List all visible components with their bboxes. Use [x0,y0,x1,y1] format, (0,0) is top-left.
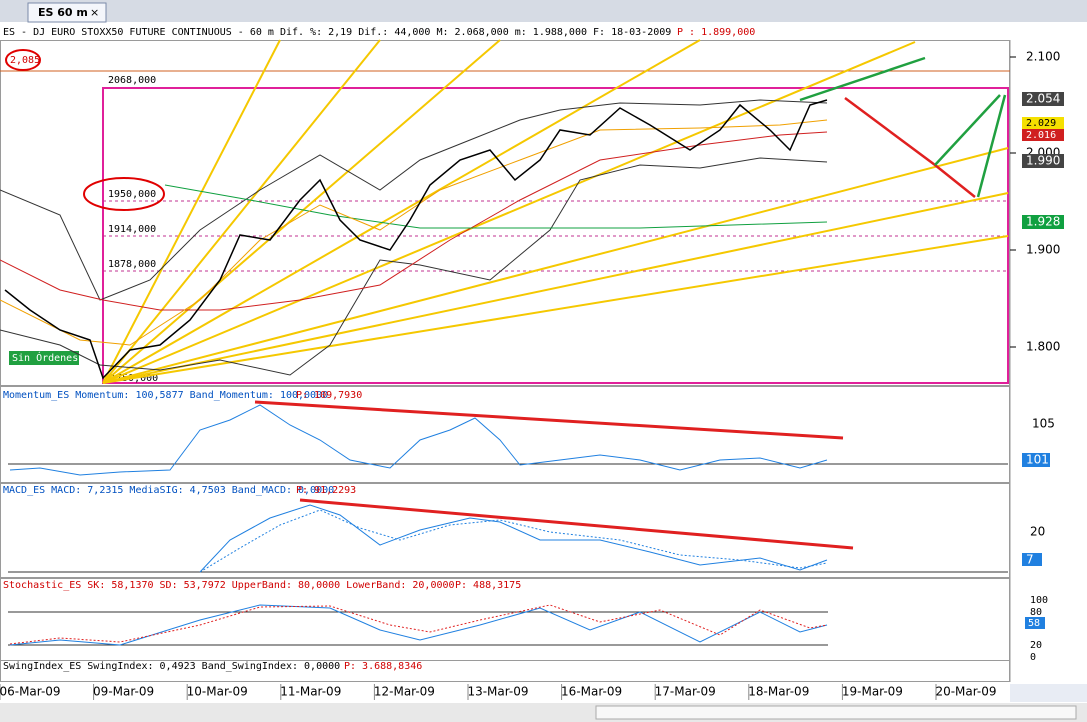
price-tag-text: 2.054 [1026,92,1060,106]
tab-title: ES 60 m [38,6,88,19]
price-tag [1022,215,1064,229]
date-label: 19-Mar-09 [842,685,903,699]
average [0,119,828,346]
trend-line [299,498,854,550]
price-tag-text: 1.928 [1026,215,1060,229]
price-tag-text: 1.990 [1026,154,1060,168]
tab-bar [0,0,1087,22]
header: ES - DJ EURO STOXX50 FUTURE CONTINUOUS -… [3,27,671,38]
price-tag [1022,117,1064,129]
tab-close[interactable]: × [90,6,99,19]
scroll-thumb[interactable] [595,705,1077,720]
indicator-p: P: 3.688,8346 [344,661,422,672]
upper-band [0,99,828,301]
signal-line [199,509,828,573]
lower-band [0,157,828,376]
axis-label: 80 [1030,607,1042,618]
toolbar[interactable] [1010,684,1087,702]
sd-line [9,604,828,645]
axis-label: 100 [1030,595,1048,606]
annotation: 2,085 [10,55,40,66]
tag [1025,617,1045,629]
price-tag [1022,129,1064,141]
tab[interactable] [27,2,107,23]
date-label: 13-Mar-09 [467,685,528,699]
price-label: 1.900 [1026,243,1060,257]
axis-label: 0 [1030,652,1036,663]
date-label: 11-Mar-09 [280,685,341,699]
tag-text: 101 [1026,453,1049,467]
indicator-p: P: 109,7930 [296,390,362,401]
trend-line [254,400,844,440]
date-label: 09-Mar-09 [93,685,154,699]
orders-text: Sin Órdenes [12,351,78,364]
date-label: 12-Mar-09 [374,685,435,699]
indicator-header: Stochastic_ES SK: 58,1370 SD: 53,7972 Up… [3,580,455,591]
price-label: 2.100 [1026,50,1060,64]
axis-label: 20 [1030,525,1045,539]
indicator-header: Momentum_ES Momentum: 100,5877 Band_Mome… [3,390,328,401]
circle [5,49,41,71]
sk-line [9,604,828,646]
gann-fan [102,39,1009,384]
price-axis [1010,56,1016,348]
date-label: 10-Mar-09 [187,685,248,699]
tag-text: 58 [1028,618,1040,629]
momentum-line [9,404,828,476]
price-path [4,99,828,380]
price-tag [1022,92,1064,106]
price-tag-text: 2.016 [1026,130,1056,141]
annotation: 1878,000 [108,259,156,270]
price-tag [1022,154,1064,168]
axis-label: 105 [1032,417,1055,431]
average [164,184,828,229]
annotation: 2068,000 [108,75,156,86]
indicator-p: P: 91,2293 [296,485,356,496]
date-label: 20-Mar-09 [935,685,996,699]
date-label: 16-Mar-09 [561,685,622,699]
tag [1022,453,1050,467]
date-axis: 06-Mar-09 09-Mar-09 10-Mar-09 11-Mar-09 12-M… [0,684,997,700]
tag [1022,553,1042,566]
indicator-header: SwingIndex_ES SwingIndex: 0,4923 Band_Sw… [3,661,340,672]
circle [83,177,165,211]
indicator-p: P: 488,3175 [455,580,521,591]
price-tag-text: 2.029 [1026,118,1056,129]
date-label: 18-Mar-09 [748,685,809,699]
date-label: 17-Mar-09 [655,685,716,699]
annotation: 1950,000 [108,189,156,200]
orders-badge[interactable] [9,351,79,365]
average [0,131,828,311]
date-label: 06-Mar-09 [0,685,61,699]
tag-text: 7 [1026,553,1034,567]
axis-label: 20 [1030,640,1042,651]
arrows [799,56,1007,198]
header-p: P : 1.899,000 [677,27,755,38]
macd-line [199,504,828,573]
annotation: 1914,000 [108,224,156,235]
price-label: 1.800 [1026,340,1060,354]
indicator-header: MACD_ES MACD: 7,2315 MediaSIG: 4,7503 Ba… [3,485,334,496]
